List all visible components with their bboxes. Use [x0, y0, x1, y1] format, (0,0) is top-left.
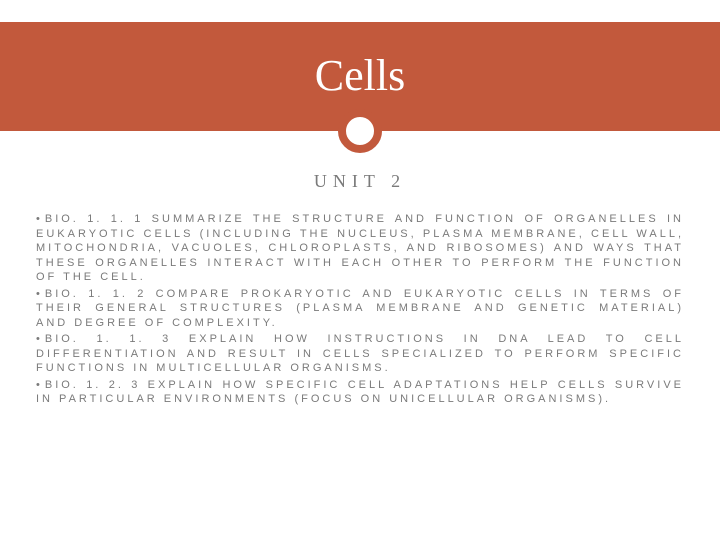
list-item: •BIO. 1. 1. 1 SUMMARIZE THE STRUCTURE AN… [36, 212, 684, 285]
list-item-text: BIO. 1. 1. 1 SUMMARIZE THE STRUCTURE AND… [36, 213, 684, 283]
slide-title: Cells [0, 50, 720, 101]
list-item-text: BIO. 1. 2. 3 EXPLAIN HOW SPECIFIC CELL A… [36, 379, 684, 406]
slide-subtitle: UNIT 2 [0, 171, 720, 192]
list-item-text: BIO. 1. 1. 2 COMPARE PROKARYOTIC AND EUK… [36, 288, 684, 329]
list-item: •BIO. 1. 1. 3 EXPLAIN HOW INSTRUCTIONS I… [36, 332, 684, 376]
list-item-text: BIO. 1. 1. 3 EXPLAIN HOW INSTRUCTIONS IN… [36, 333, 684, 374]
bullet-icon: • [36, 288, 43, 300]
bullet-icon: • [36, 213, 43, 225]
ring-divider-icon [338, 109, 382, 153]
bullet-icon: • [36, 333, 43, 345]
list-item: •BIO. 1. 2. 3 EXPLAIN HOW SPECIFIC CELL … [36, 378, 684, 407]
slide: Cells UNIT 2 •BIO. 1. 1. 1 SUMMARIZE THE… [0, 22, 720, 540]
list-item: •BIO. 1. 1. 2 COMPARE PROKARYOTIC AND EU… [36, 287, 684, 331]
bullet-icon: • [36, 379, 43, 391]
slide-body: •BIO. 1. 1. 1 SUMMARIZE THE STRUCTURE AN… [0, 192, 720, 407]
